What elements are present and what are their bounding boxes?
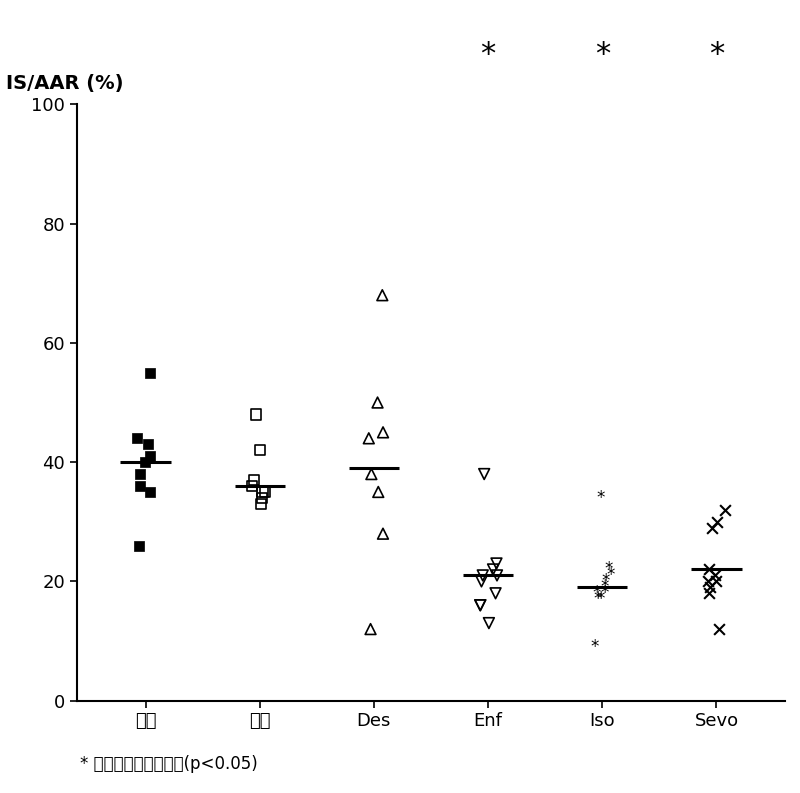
Point [362,432,375,445]
Text: *: * [600,584,609,603]
Point [482,617,495,630]
Point [256,492,269,504]
Point [704,581,717,594]
Point [490,569,503,582]
Text: *: * [594,40,610,69]
Text: *: * [709,40,724,69]
Point [486,563,499,576]
Point [144,485,157,498]
Point [364,623,377,635]
Point [144,450,157,462]
Point [719,504,732,516]
Text: IS/AAR (%): IS/AAR (%) [6,74,124,93]
Text: *: * [481,40,496,69]
Point [474,599,486,611]
Text: *: * [596,489,604,507]
Point [376,289,389,301]
Point [139,456,152,469]
Point [134,468,147,481]
Text: *: * [601,578,609,596]
Point [371,396,384,409]
Point [377,527,390,540]
Text: *: * [606,566,614,584]
Point [709,569,722,582]
Point [134,480,146,492]
Point [372,485,385,498]
Point [258,485,271,498]
Text: *: * [593,584,601,603]
Point [377,426,390,439]
Text: *: * [590,638,598,656]
Point [250,408,262,421]
Point [365,468,378,481]
Point [711,515,724,528]
Point [142,438,154,450]
Point [713,623,726,635]
Point [256,485,269,498]
Point [703,587,716,600]
Point [246,480,258,492]
Point [254,444,266,457]
Text: *: * [605,561,613,578]
Point [489,587,502,600]
Point [476,569,489,582]
Point [133,539,146,552]
Point [490,557,503,570]
Point [478,468,490,481]
Point [475,575,488,588]
Point [254,497,267,510]
Text: *: * [596,590,605,608]
Point [248,473,261,486]
Point [144,366,157,379]
Point [710,575,722,588]
Text: * 与对照组有显著差异(p<0.05): * 与对照组有显著差异(p<0.05) [80,755,258,773]
Point [702,575,714,588]
Point [130,432,143,445]
Point [474,599,486,611]
Text: *: * [594,590,602,608]
Point [706,521,719,534]
Point [702,563,715,576]
Text: *: * [602,573,610,590]
